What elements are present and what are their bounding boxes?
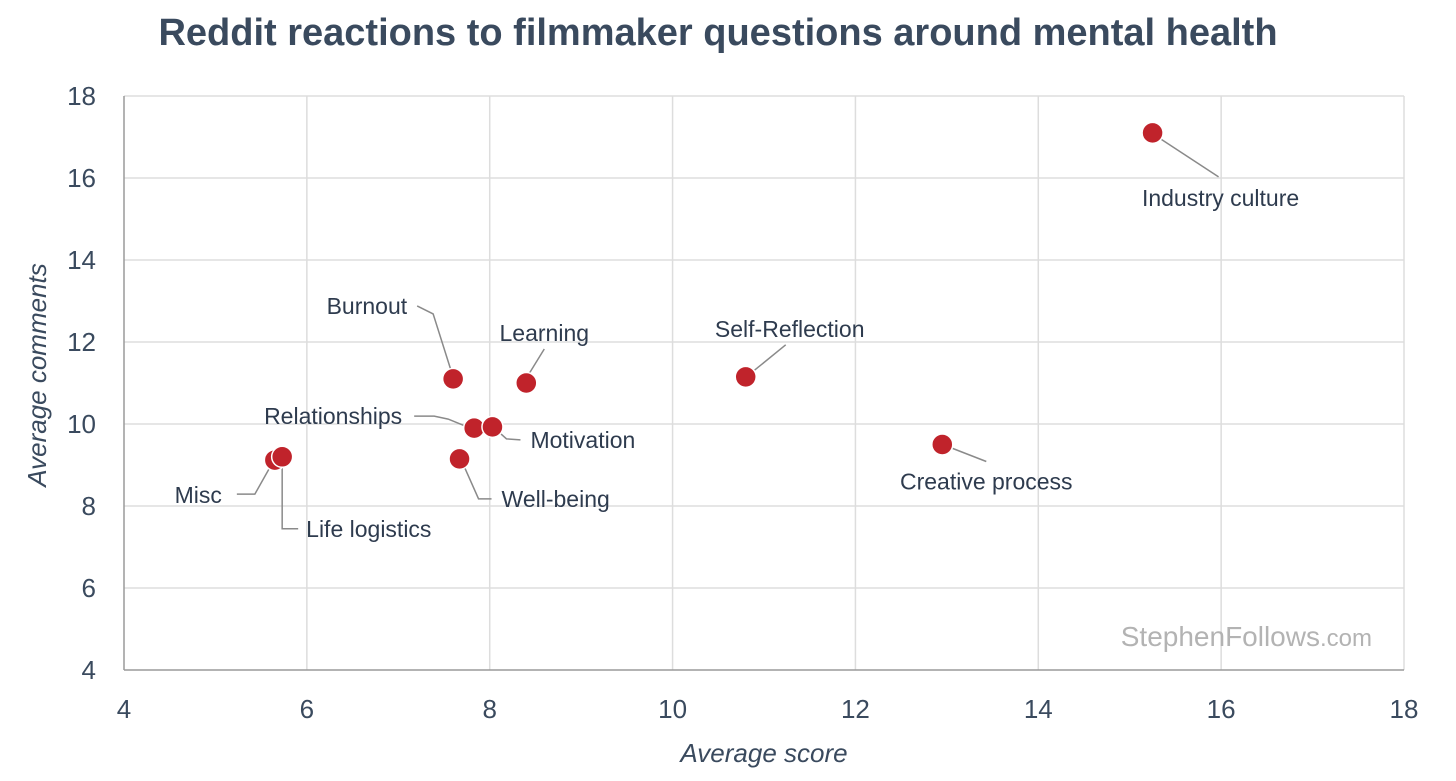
data-point <box>481 415 504 439</box>
watermark-suffix: .com <box>1320 625 1372 652</box>
point-label: Learning <box>500 320 590 346</box>
leader-line <box>416 305 452 372</box>
y-tick-label: 10 <box>67 409 96 439</box>
leader-line <box>950 446 987 463</box>
x-tick-label: 16 <box>1207 694 1236 724</box>
data-point <box>1141 121 1164 145</box>
leader-line <box>753 344 787 372</box>
point-label: Burnout <box>327 293 408 319</box>
x-tick-label: 6 <box>300 694 314 724</box>
point-label: Relationships <box>264 403 402 429</box>
point-labels: Industry culture Burnout Learning Self-Refl… <box>175 185 1300 542</box>
chart-title: Reddit reactions to filmmaker questions … <box>158 12 1278 54</box>
x-tick-label: 8 <box>482 694 496 724</box>
leader-line <box>414 415 471 429</box>
point-label: Motivation <box>530 427 635 453</box>
point-label: Self-Reflection <box>715 316 865 342</box>
watermark: StephenFollows.com <box>1121 621 1372 652</box>
gridlines <box>124 95 1405 670</box>
point-label: Life logistics <box>306 516 431 542</box>
x-tick-label: 12 <box>841 694 870 724</box>
leader-line <box>527 348 545 376</box>
y-tick-label: 14 <box>67 245 96 275</box>
leader-line <box>1160 138 1219 178</box>
axes <box>123 96 1404 671</box>
leader-line <box>281 460 299 530</box>
watermark-main: StephenFollows <box>1121 621 1320 652</box>
x-tick-label: 14 <box>1024 694 1053 724</box>
point-label: Well-being <box>502 486 610 512</box>
x-tick-label: 4 <box>117 694 131 724</box>
y-tick-label: 4 <box>82 655 96 685</box>
y-tick-label: 16 <box>67 163 96 193</box>
x-tick-label: 18 <box>1390 694 1419 724</box>
y-tick-label: 18 <box>67 81 96 111</box>
data-point <box>270 445 294 469</box>
y-tick-label: 8 <box>82 491 96 521</box>
data-points <box>263 121 1164 472</box>
data-point <box>448 447 471 471</box>
point-label: Misc <box>175 482 222 508</box>
point-label: Industry culture <box>1142 185 1299 211</box>
data-point <box>441 367 465 391</box>
x-tick-label: 10 <box>658 694 687 724</box>
point-label: Creative process <box>900 469 1073 495</box>
leader-line <box>461 462 492 500</box>
leader-line <box>236 461 274 495</box>
tick-labels: 4 6 8 10 12 14 16 18 4 6 8 10 12 14 16 18 <box>67 81 1418 724</box>
y-tick-label: 6 <box>82 573 96 603</box>
y-tick-label: 12 <box>67 327 96 357</box>
data-point <box>734 365 757 389</box>
x-axis-title: Average score <box>678 738 847 768</box>
y-axis-title: Average comments <box>22 263 52 489</box>
data-point <box>515 371 538 395</box>
data-point <box>931 433 954 456</box>
